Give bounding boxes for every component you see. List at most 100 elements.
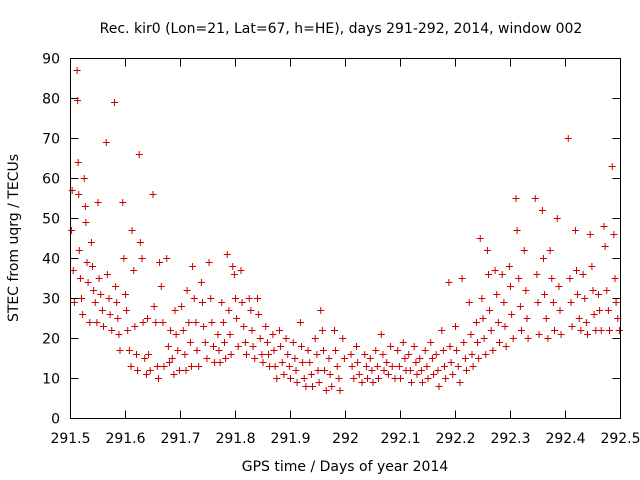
data-point	[394, 347, 402, 354]
data-point	[119, 199, 127, 206]
data-point	[434, 367, 442, 374]
data-point	[125, 347, 133, 354]
data-point	[364, 375, 371, 382]
data-point	[615, 327, 623, 334]
data-point	[553, 215, 561, 222]
data-point	[262, 323, 270, 330]
data-point	[589, 287, 597, 294]
data-point	[441, 363, 448, 370]
data-point	[243, 351, 250, 358]
data-point	[320, 347, 327, 354]
data-point	[307, 371, 315, 378]
data-point	[336, 387, 344, 394]
x-tick-label: 292	[332, 431, 359, 447]
data-point	[133, 351, 140, 358]
data-point	[573, 267, 580, 274]
data-point	[384, 371, 392, 378]
data-point	[611, 275, 619, 282]
data-point	[500, 299, 508, 306]
x-tick-label: 291.6	[105, 431, 145, 447]
data-point	[423, 363, 431, 370]
data-point	[314, 367, 322, 374]
data-point	[339, 335, 347, 342]
data-point	[463, 367, 470, 374]
data-point	[237, 267, 245, 274]
y-tick-label: 80	[42, 92, 60, 108]
data-point	[197, 279, 205, 286]
data-point	[84, 279, 92, 286]
data-point	[432, 351, 440, 358]
data-point	[399, 339, 407, 346]
data-point	[534, 299, 542, 306]
data-point	[234, 343, 242, 350]
data-point	[68, 187, 76, 194]
data-point	[447, 359, 455, 366]
data-point	[358, 379, 366, 386]
data-point	[146, 367, 154, 374]
data-point	[227, 351, 235, 358]
data-point	[172, 331, 180, 338]
data-point	[164, 343, 172, 350]
data-point	[150, 303, 158, 310]
data-point	[179, 327, 187, 334]
data-point	[476, 235, 484, 242]
data-point	[289, 339, 297, 346]
data-point	[322, 387, 330, 394]
data-point	[287, 375, 294, 382]
data-point	[195, 363, 203, 370]
data-point	[201, 339, 209, 346]
data-point	[581, 295, 589, 302]
data-point	[379, 351, 387, 358]
data-point	[157, 283, 165, 290]
data-point	[606, 327, 613, 334]
data-point	[256, 335, 264, 342]
data-point	[557, 331, 565, 338]
data-point	[509, 335, 517, 342]
data-point	[468, 351, 476, 358]
data-point	[222, 355, 230, 362]
data-point	[377, 331, 385, 338]
data-point	[115, 331, 123, 338]
data-point	[491, 267, 499, 274]
data-point	[397, 375, 404, 382]
data-point	[108, 327, 116, 334]
data-point	[446, 343, 454, 350]
data-point	[74, 159, 82, 166]
data-point	[192, 319, 200, 326]
data-point	[460, 339, 468, 346]
data-point	[567, 299, 575, 306]
data-point	[380, 367, 388, 374]
data-point	[91, 299, 99, 306]
data-point	[542, 315, 550, 322]
y-tick-label: 40	[42, 252, 60, 268]
data-point	[223, 251, 231, 258]
data-point	[333, 363, 341, 370]
data-point	[216, 359, 224, 366]
data-point	[549, 299, 557, 306]
data-point	[241, 339, 249, 346]
data-point	[116, 347, 124, 354]
data-point	[145, 351, 153, 358]
data-point	[255, 311, 263, 318]
data-point	[474, 339, 481, 346]
data-point	[596, 307, 604, 314]
data-point	[551, 327, 558, 334]
data-point	[388, 363, 396, 370]
y-tick-label: 90	[42, 52, 60, 68]
data-points	[68, 67, 623, 394]
data-point	[122, 291, 129, 298]
data-point	[315, 379, 323, 386]
data-point	[361, 351, 369, 358]
data-point	[134, 367, 142, 374]
chart-title: Rec. kir0 (Lon=21, Lat=67, h=HE), days 2…	[100, 21, 583, 37]
data-point	[328, 383, 336, 390]
data-point	[178, 303, 186, 310]
data-point	[105, 295, 113, 302]
data-point	[138, 255, 146, 262]
data-point	[68, 227, 76, 234]
data-point	[575, 315, 583, 322]
data-point	[508, 311, 516, 318]
data-point	[233, 315, 241, 322]
data-point	[152, 319, 160, 326]
data-point	[368, 367, 376, 374]
